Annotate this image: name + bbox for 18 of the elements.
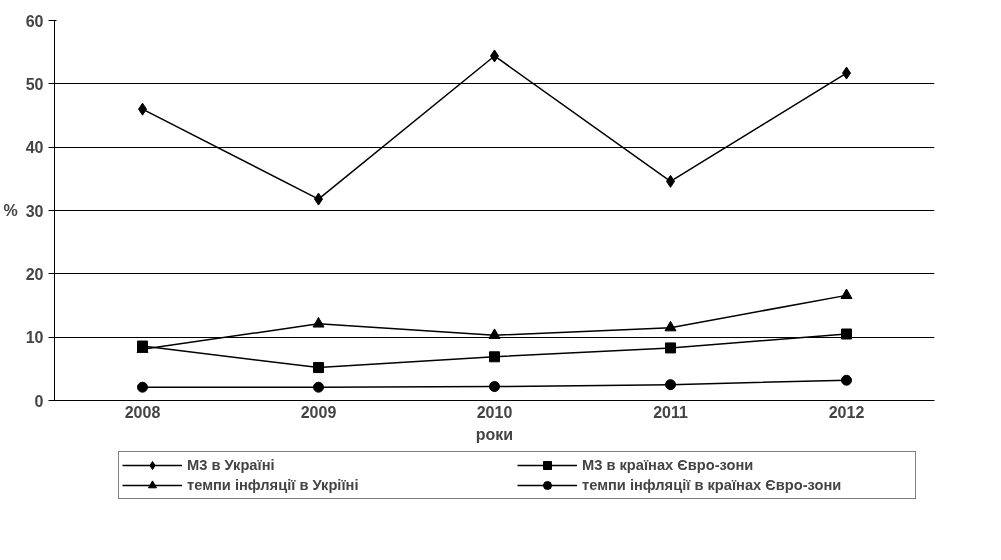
y-tick-label: 30	[25, 202, 44, 220]
legend-label: темпи інфляції в країнах Євро-зони	[582, 476, 843, 495]
y-tick-label: 0	[34, 392, 44, 410]
y-axis-title: %	[3, 202, 18, 219]
legend-label: темпи інфляції в Укріїні	[187, 476, 360, 495]
x-axis-title: роки	[475, 425, 514, 443]
x-tick-label: 2009	[300, 403, 337, 421]
legend-label: М3 в країнах Євро-зони	[582, 456, 755, 475]
x-tick-label: 2008	[124, 403, 161, 421]
x-tick-label: 2010	[476, 403, 513, 421]
legend-label: М3 в Україні	[187, 456, 276, 475]
x-tick-label: 2012	[828, 403, 865, 421]
y-tick-label: 40	[25, 139, 44, 157]
y-tick-label: 60	[25, 12, 44, 30]
x-tick-label: 2011	[653, 403, 688, 421]
y-tick-label: 50	[25, 75, 44, 93]
y-tick-label: 20	[25, 265, 44, 283]
y-tick-label: 10	[25, 329, 44, 347]
